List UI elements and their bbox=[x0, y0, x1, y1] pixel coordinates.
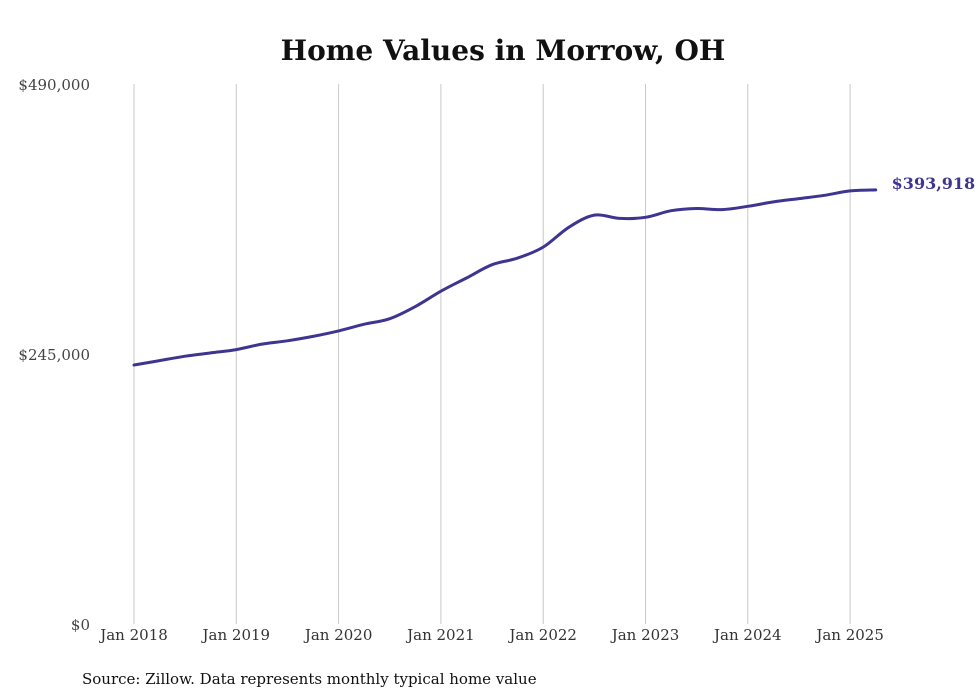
data-point bbox=[236, 349, 237, 350]
data-point bbox=[415, 306, 416, 307]
data-point bbox=[722, 209, 723, 210]
data-point bbox=[594, 215, 595, 216]
data-point bbox=[159, 360, 160, 361]
data-point bbox=[875, 189, 876, 190]
x-tick-label: Jan 2020 bbox=[303, 626, 373, 644]
data-point bbox=[364, 324, 365, 325]
end-value-label: $393,918 bbox=[892, 174, 976, 193]
y-tick-label: $490,000 bbox=[18, 76, 90, 94]
data-point bbox=[798, 198, 799, 199]
x-tick-label: Jan 2022 bbox=[507, 626, 577, 644]
y-tick-label: $0 bbox=[71, 616, 90, 634]
data-point bbox=[696, 208, 697, 209]
data-point bbox=[313, 336, 314, 337]
data-point bbox=[287, 340, 288, 341]
source-note: Source: Zillow. Data represents monthly … bbox=[82, 670, 537, 688]
chart-title: Home Values in Morrow, OH bbox=[281, 34, 726, 67]
data-point bbox=[619, 218, 620, 219]
series-layer: $393,918 bbox=[132, 174, 976, 367]
data-point bbox=[517, 258, 518, 259]
series-line bbox=[132, 188, 878, 367]
x-tick-label: Jan 2025 bbox=[814, 626, 884, 644]
data-point bbox=[185, 356, 186, 357]
data-point bbox=[543, 247, 544, 248]
data-point bbox=[440, 291, 441, 292]
data-point bbox=[824, 195, 825, 196]
x-tick-label: Jan 2019 bbox=[201, 626, 271, 644]
data-point bbox=[492, 264, 493, 265]
x-axis: Jan 2018 Jan 2019 Jan 2020 Jan 2021 Jan 2022… bbox=[98, 626, 884, 644]
x-tick-label: Jan 2023 bbox=[610, 626, 680, 644]
data-point bbox=[568, 227, 569, 228]
data-point bbox=[671, 210, 672, 211]
data-point bbox=[850, 190, 851, 191]
data-point bbox=[261, 344, 262, 345]
x-tick-label: Jan 2024 bbox=[712, 626, 782, 644]
data-point bbox=[466, 277, 467, 278]
y-tick-label: $245,000 bbox=[18, 346, 90, 364]
data-point bbox=[338, 330, 339, 331]
x-tick-label: Jan 2018 bbox=[98, 626, 168, 644]
data-point bbox=[210, 352, 211, 353]
data-point bbox=[747, 206, 748, 207]
y-axis: $0 $245,000 $490,000 bbox=[18, 76, 90, 634]
data-point bbox=[134, 365, 135, 366]
data-point bbox=[645, 217, 646, 218]
data-point bbox=[773, 201, 774, 202]
gridlines bbox=[133, 84, 851, 624]
data-point bbox=[389, 318, 390, 319]
x-tick-label: Jan 2021 bbox=[405, 626, 475, 644]
